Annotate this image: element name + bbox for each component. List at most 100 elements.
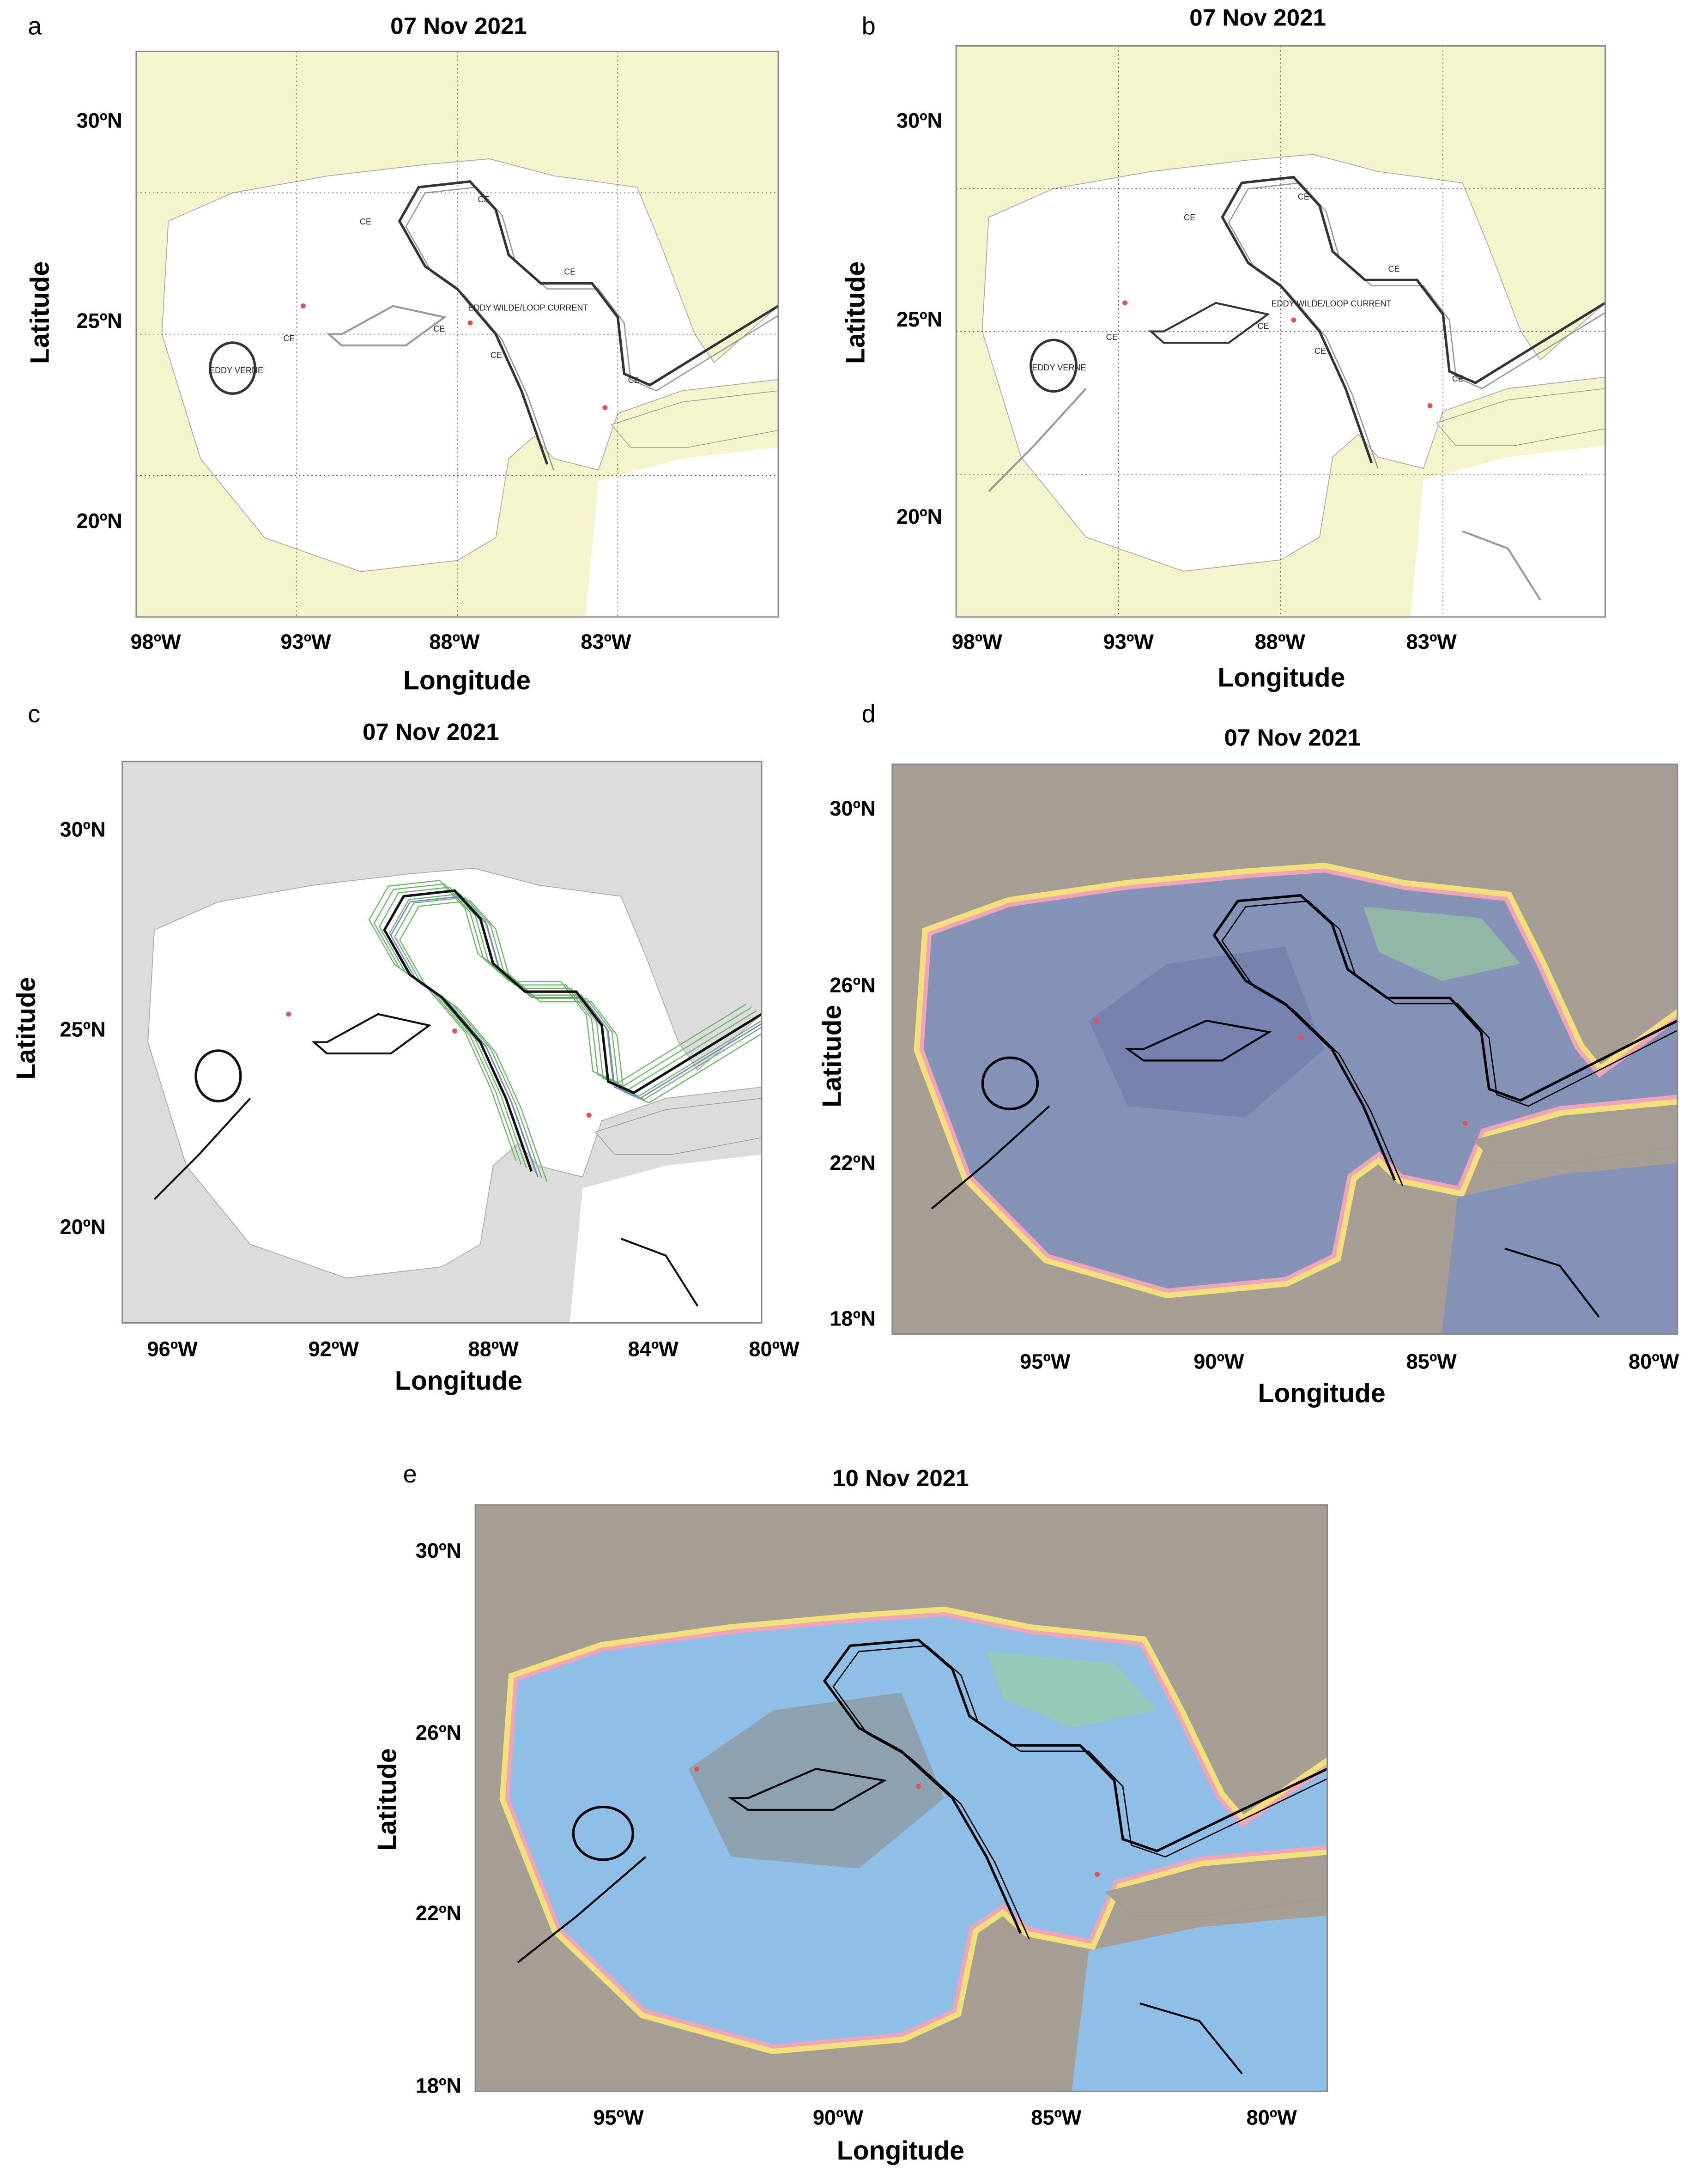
marker-dot [300, 303, 306, 309]
marker-dot [1427, 403, 1433, 408]
x-axis-label: Longitude [395, 1366, 522, 1396]
x-axis-label: Longitude [1218, 663, 1345, 692]
x-tick-label: 80ºW [749, 1337, 800, 1361]
annotation: CE [360, 217, 371, 226]
marker-dot [1094, 1018, 1099, 1023]
x-tick-label: 90ºW [813, 2106, 864, 2130]
annotation: CE [628, 375, 640, 385]
panel-label: d [862, 700, 876, 728]
x-tick-label: 88ºW [1255, 630, 1306, 653]
front [1148, 302, 1270, 344]
x-axis-label: Longitude [403, 665, 531, 695]
y-tick-label: 18ºN [830, 1307, 875, 1330]
y-tick-label: 25ºN [60, 1018, 105, 1041]
plot-frame [121, 761, 763, 1324]
x-tick-label: 85ºW [1031, 2106, 1082, 2130]
plot-frame [474, 1504, 1328, 2092]
map-area [122, 761, 762, 1323]
x-tick-label: 98ºW [952, 630, 1003, 653]
x-tick-label: 90ºW [1193, 1350, 1244, 1373]
y-tick-label: 30ºN [830, 797, 875, 820]
marker-dot [467, 320, 473, 326]
front [931, 1105, 1050, 1210]
annotation: EDDY VERNE [1032, 363, 1086, 372]
x-tick-label: 88ºW [468, 1337, 519, 1361]
map-panel: a 07 Nov 2021 Longitude Latitude 30ºN 25ºN 20º… [25, 12, 779, 695]
marker-dot [1122, 300, 1127, 306]
water [147, 868, 762, 1279]
water [1072, 1915, 1327, 2092]
panel-title: 10 Nov 2021 [832, 1465, 969, 1491]
y-tick-label: 18ºN [416, 2074, 461, 2097]
y-axis-label: Latitude [25, 261, 55, 364]
loop-current-front [398, 180, 779, 465]
marker-dot [1298, 1035, 1303, 1041]
y-tick-label: 25ºN [896, 308, 942, 331]
x-tick-label: 83ºW [581, 630, 631, 653]
contour [1228, 182, 1605, 469]
plot-frame [891, 763, 1678, 1335]
marker-dot [1291, 317, 1296, 323]
eddy-front [1030, 339, 1078, 393]
front [1139, 2002, 1243, 2075]
water-patch [986, 1652, 1157, 1728]
map-panel: c 07 Nov 2021 Longitude Latitude 30ºN 25ºN 20º… [11, 700, 800, 1396]
annotation: CE [1184, 213, 1195, 222]
water [586, 447, 779, 617]
eddy-front [209, 341, 256, 395]
marker-dot [694, 1766, 700, 1772]
panel-title: 07 Nov 2021 [1224, 724, 1361, 750]
marker-dot [452, 1028, 458, 1034]
marker-dot [602, 405, 608, 411]
x-tick-label: 83ºW [1406, 630, 1457, 653]
y-tick-label: 30ºN [77, 109, 122, 133]
water-patch [688, 1692, 944, 1869]
y-tick-label: 22ºN [830, 1151, 875, 1174]
loop-current-front [1212, 894, 1678, 1181]
panel-label: b [862, 12, 876, 40]
marker-dot [915, 1784, 921, 1789]
panel-title: 07 Nov 2021 [363, 719, 499, 745]
annotation: CE [1452, 374, 1464, 383]
y-tick-label: 26ºN [830, 973, 875, 997]
marker-dot [586, 1113, 592, 1118]
y-tick-label: 30ºN [896, 109, 942, 133]
map-panel: e 10 Nov 2021 Longitude Latitude 30ºN 26ºN 22º… [373, 1460, 1328, 2166]
front [988, 387, 1087, 492]
marker-dot [1463, 1120, 1468, 1126]
annotation: CE [564, 267, 575, 277]
panel-title: 07 Nov 2021 [1189, 5, 1326, 31]
contour [1221, 900, 1678, 1186]
water [923, 872, 1678, 1289]
annotation: CE [1258, 321, 1269, 331]
annotation: CE [478, 195, 490, 204]
annotation: EDDY VERNE [209, 366, 263, 375]
annotation: CE [1388, 264, 1399, 273]
x-tick-label: 88ºW [429, 630, 480, 653]
water-patch [1363, 907, 1520, 981]
map-area [892, 764, 1678, 1334]
front [1504, 1247, 1600, 1318]
loop-current-front [383, 889, 762, 1172]
x-tick-label: 93ºW [1103, 630, 1154, 653]
water [1410, 445, 1605, 617]
water [161, 158, 779, 572]
panel-title: 07 Nov 2021 [390, 13, 527, 39]
x-axis-label: Longitude [1258, 1379, 1385, 1408]
panel-label: a [28, 12, 42, 40]
x-tick-label: 95ºW [1020, 1350, 1071, 1373]
y-tick-label: 30ºN [60, 817, 105, 841]
eddy-front [572, 1805, 635, 1861]
front [326, 305, 447, 347]
x-tick-label: 80ºW [1629, 1350, 1679, 1373]
annotation: EDDY WILDE/LOOP CURRENT [468, 303, 588, 313]
front [727, 1767, 887, 1811]
x-tick-label: 93ºW [280, 630, 331, 653]
y-tick-label: 20ºN [896, 505, 942, 528]
y-tick-label: 25ºN [77, 309, 122, 333]
eddy-front [981, 1056, 1039, 1110]
annotation: CE [1314, 346, 1326, 356]
water [509, 1616, 1327, 2045]
